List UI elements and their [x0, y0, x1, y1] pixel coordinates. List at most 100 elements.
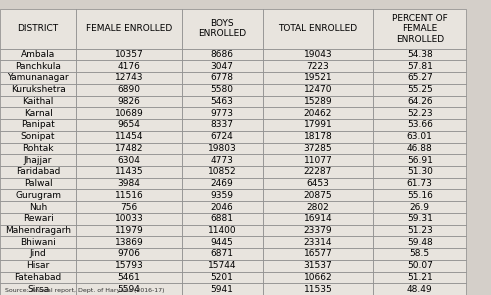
Text: 5461: 5461: [117, 273, 140, 282]
Bar: [0, 107, 76, 119]
Text: 16914: 16914: [303, 214, 332, 223]
Bar: [76, 166, 182, 178]
Text: Palwal: Palwal: [24, 179, 53, 188]
Bar: [182, 283, 263, 295]
Bar: [373, 248, 466, 260]
Bar: [76, 189, 182, 201]
Text: 5594: 5594: [117, 285, 140, 294]
Bar: [263, 224, 373, 236]
Text: 50.07: 50.07: [407, 261, 433, 270]
Bar: [0, 283, 76, 295]
Bar: [182, 107, 263, 119]
Text: 9654: 9654: [117, 120, 140, 130]
Bar: [263, 236, 373, 248]
Bar: [76, 72, 182, 84]
Bar: [182, 189, 263, 201]
Text: 55.16: 55.16: [407, 191, 433, 200]
Bar: [373, 236, 466, 248]
Text: 4176: 4176: [117, 62, 140, 71]
Bar: [0, 166, 76, 178]
Bar: [0, 154, 76, 166]
Text: 51.23: 51.23: [407, 226, 433, 235]
Text: 23314: 23314: [303, 238, 332, 247]
Text: Fatehabad: Fatehabad: [14, 273, 62, 282]
Text: Ambala: Ambala: [21, 50, 55, 59]
Text: 12743: 12743: [114, 73, 143, 83]
Bar: [182, 236, 263, 248]
Bar: [373, 107, 466, 119]
Text: 9359: 9359: [211, 191, 234, 200]
Text: 23379: 23379: [303, 226, 332, 235]
Bar: [182, 72, 263, 84]
Text: 11077: 11077: [303, 155, 332, 165]
Bar: [263, 248, 373, 260]
Text: 65.27: 65.27: [407, 73, 433, 83]
Bar: [263, 283, 373, 295]
Text: 59.31: 59.31: [407, 214, 433, 223]
Bar: [263, 96, 373, 107]
Bar: [373, 60, 466, 72]
Bar: [0, 60, 76, 72]
Text: 17991: 17991: [303, 120, 332, 130]
Bar: [373, 189, 466, 201]
Text: Source: Annual report, Dept. of Haryana (2016-17): Source: Annual report, Dept. of Haryana …: [5, 288, 164, 293]
Bar: [182, 154, 263, 166]
Bar: [76, 248, 182, 260]
Bar: [263, 154, 373, 166]
Text: Nuh: Nuh: [29, 203, 47, 212]
Text: Kaithal: Kaithal: [23, 97, 54, 106]
Bar: [373, 131, 466, 142]
Text: TOTAL ENROLLED: TOTAL ENROLLED: [278, 24, 357, 33]
Text: Hisar: Hisar: [27, 261, 50, 270]
Bar: [182, 119, 263, 131]
Bar: [76, 131, 182, 142]
Text: 48.49: 48.49: [407, 285, 433, 294]
Bar: [182, 60, 263, 72]
Text: 58.5: 58.5: [410, 250, 430, 258]
Text: 55.25: 55.25: [407, 85, 433, 94]
Bar: [76, 96, 182, 107]
Bar: [0, 260, 76, 271]
Bar: [0, 142, 76, 154]
Text: 9445: 9445: [211, 238, 234, 247]
Bar: [76, 9, 182, 49]
Bar: [263, 119, 373, 131]
Text: 10033: 10033: [114, 214, 143, 223]
Bar: [76, 224, 182, 236]
Bar: [76, 84, 182, 96]
Bar: [373, 154, 466, 166]
Text: Yamunanagar: Yamunanagar: [7, 73, 69, 83]
Text: 19803: 19803: [208, 144, 237, 153]
Bar: [182, 9, 263, 49]
Text: 10662: 10662: [303, 273, 332, 282]
Bar: [0, 119, 76, 131]
Bar: [373, 84, 466, 96]
Bar: [373, 96, 466, 107]
Bar: [182, 166, 263, 178]
Bar: [263, 9, 373, 49]
Text: 20875: 20875: [303, 191, 332, 200]
Bar: [373, 283, 466, 295]
Bar: [263, 178, 373, 189]
Bar: [182, 248, 263, 260]
Text: 11435: 11435: [114, 167, 143, 176]
Bar: [0, 201, 76, 213]
Text: 8686: 8686: [211, 50, 234, 59]
Text: 13869: 13869: [114, 238, 143, 247]
Bar: [0, 131, 76, 142]
Bar: [76, 283, 182, 295]
Bar: [263, 201, 373, 213]
Bar: [182, 142, 263, 154]
Bar: [373, 119, 466, 131]
Bar: [182, 224, 263, 236]
Text: 54.38: 54.38: [407, 50, 433, 59]
Bar: [263, 271, 373, 283]
Bar: [0, 178, 76, 189]
Text: 57.81: 57.81: [407, 62, 433, 71]
Bar: [76, 201, 182, 213]
Bar: [263, 213, 373, 224]
Bar: [373, 49, 466, 60]
Text: 6453: 6453: [306, 179, 329, 188]
Text: 64.26: 64.26: [407, 97, 433, 106]
Bar: [0, 84, 76, 96]
